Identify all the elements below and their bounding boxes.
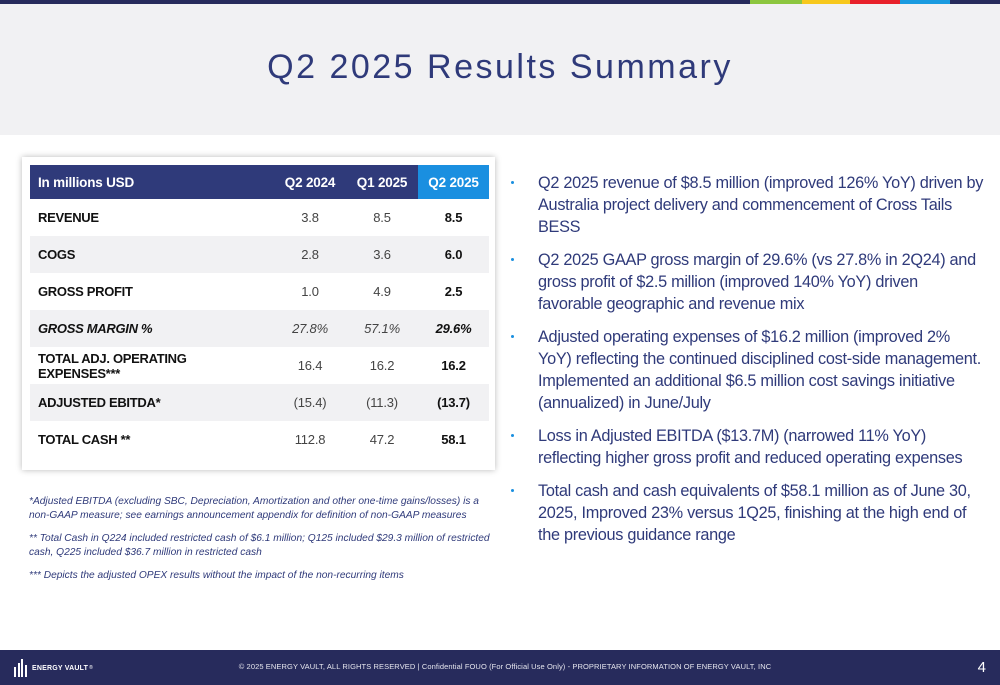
cell-q2-2025: 29.6%	[418, 310, 489, 347]
cell-q2-2025: 6.0	[418, 236, 489, 273]
bullet-text: Total cash and cash equivalents of $58.1…	[538, 482, 971, 544]
bullet-dot-icon	[511, 434, 514, 437]
page-number: 4	[977, 659, 986, 676]
cell-q1-2025: 47.2	[369, 432, 395, 447]
slide-title: Q2 2025 Results Summary	[267, 48, 733, 86]
column-header-q2-2025: Q2 2025	[418, 165, 489, 199]
bullet-total-cash: Total cash and cash equivalents of $58.1…	[510, 480, 985, 546]
row-label: TOTAL CASH **	[38, 432, 131, 447]
cell-q2-2025: (13.7)	[418, 384, 489, 421]
logo-wordmark: ENERGY VAULT	[32, 664, 89, 672]
cell-q1-2025: 57.1%	[346, 310, 418, 347]
table-row-gross-profit: GROSS PROFIT 1.0 4.9 2.5	[30, 273, 489, 310]
logo-registered-mark: ®	[89, 665, 93, 671]
table-header-row: In millions USD Q2 2024 Q1 2025 Q2 2025	[30, 165, 489, 199]
bullet-dot-icon	[511, 335, 514, 338]
cell-q2-2025: 58.1	[441, 432, 466, 447]
stripe-yellow	[802, 0, 850, 4]
column-header-q1-2025: Q1 2025	[346, 165, 418, 199]
logo-bars-icon	[14, 659, 28, 677]
bullet-revenue: Q2 2025 revenue of $8.5 million (improve…	[510, 172, 985, 238]
footnotes: *Adjusted EBITDA (excluding SBC, Depreci…	[29, 495, 491, 592]
table-row-adjusted-ebitda: ADJUSTED EBITDA* (15.4) (11.3) (13.7)	[30, 384, 489, 421]
cell-q2-2024: 3.8	[301, 210, 319, 225]
cell-q1-2025: 3.6	[346, 236, 418, 273]
cell-q2-2024: 112.8	[294, 432, 326, 447]
cell-q2-2025: 2.5	[444, 284, 463, 299]
summary-bullet-list: Q2 2025 revenue of $8.5 million (improve…	[510, 172, 985, 557]
table-row-total-cash: TOTAL CASH ** 112.8 47.2 58.1	[30, 421, 489, 458]
bullet-dot-icon	[511, 181, 514, 184]
bullet-text: Q2 2025 GAAP gross margin of 29.6% (vs 2…	[538, 251, 976, 313]
bullet-text: Adjusted operating expenses of $16.2 mil…	[538, 328, 981, 412]
footer-bar: ENERGY VAULT ® © 2025 ENERGY VAULT, ALL …	[0, 650, 1000, 685]
footnote-opex: *** Depicts the adjusted OPEX results wi…	[29, 570, 404, 581]
row-label: GROSS MARGIN %	[30, 310, 274, 347]
column-header-units: In millions USD	[30, 165, 274, 199]
cell-q1-2025: (11.3)	[346, 384, 418, 421]
results-table-card: In millions USD Q2 2024 Q1 2025 Q2 2025 …	[22, 157, 495, 470]
footnote-ebitda: *Adjusted EBITDA (excluding SBC, Depreci…	[29, 496, 479, 521]
cell-q1-2025: 4.9	[373, 284, 391, 299]
cell-q1-2025: 8.5	[373, 210, 391, 225]
row-label: GROSS PROFIT	[38, 284, 133, 299]
table-row-revenue: REVENUE 3.8 8.5 8.5	[30, 199, 489, 236]
cell-q2-2025: 16.2	[441, 358, 466, 373]
bullet-gross-margin: Q2 2025 GAAP gross margin of 29.6% (vs 2…	[510, 249, 985, 315]
row-label: ADJUSTED EBITDA*	[30, 384, 274, 421]
row-label: TOTAL ADJ. OPERATING EXPENSES***	[38, 350, 187, 381]
bullet-operating-expenses: Adjusted operating expenses of $16.2 mil…	[510, 326, 985, 414]
stripe-blue	[900, 0, 950, 4]
footer-legal-text: © 2025 ENERGY VAULT, ALL RIGHTS RESERVED…	[238, 662, 772, 671]
row-label: REVENUE	[38, 210, 99, 225]
cell-q2-2024: 2.8	[274, 236, 346, 273]
header-band: Q2 2025 Results Summary	[0, 4, 1000, 135]
stripe-red	[850, 0, 900, 4]
top-accent-bar	[0, 0, 1000, 4]
bullet-dot-icon	[511, 258, 514, 261]
cell-q2-2024: (15.4)	[274, 384, 346, 421]
bullet-text: Loss in Adjusted EBITDA ($13.7M) (narrow…	[538, 427, 963, 467]
cell-q2-2024: 27.8%	[274, 310, 346, 347]
table-row-cogs: COGS 2.8 3.6 6.0	[30, 236, 489, 273]
cell-q2-2024: 16.4	[297, 358, 323, 373]
table-row-operating-expenses: TOTAL ADJ. OPERATING EXPENSES*** 16.4 16…	[30, 347, 489, 384]
bullet-adjusted-ebitda: Loss in Adjusted EBITDA ($13.7M) (narrow…	[510, 425, 985, 469]
row-label: COGS	[30, 236, 274, 273]
energy-vault-logo: ENERGY VAULT ®	[14, 659, 93, 677]
column-header-q2-2024: Q2 2024	[274, 165, 346, 199]
results-table: In millions USD Q2 2024 Q1 2025 Q2 2025 …	[30, 165, 489, 458]
cell-q2-2024: 1.0	[301, 284, 319, 299]
cell-q2-2025: 8.5	[444, 210, 463, 225]
bullet-dot-icon	[511, 489, 514, 492]
cell-q1-2025: 16.2	[369, 358, 395, 373]
footnote-total-cash: ** Total Cash in Q224 included restricte…	[29, 533, 490, 558]
table-row-gross-margin: GROSS MARGIN % 27.8% 57.1% 29.6%	[30, 310, 489, 347]
stripe-green	[750, 0, 802, 4]
bullet-text: Q2 2025 revenue of $8.5 million (improve…	[538, 174, 984, 236]
